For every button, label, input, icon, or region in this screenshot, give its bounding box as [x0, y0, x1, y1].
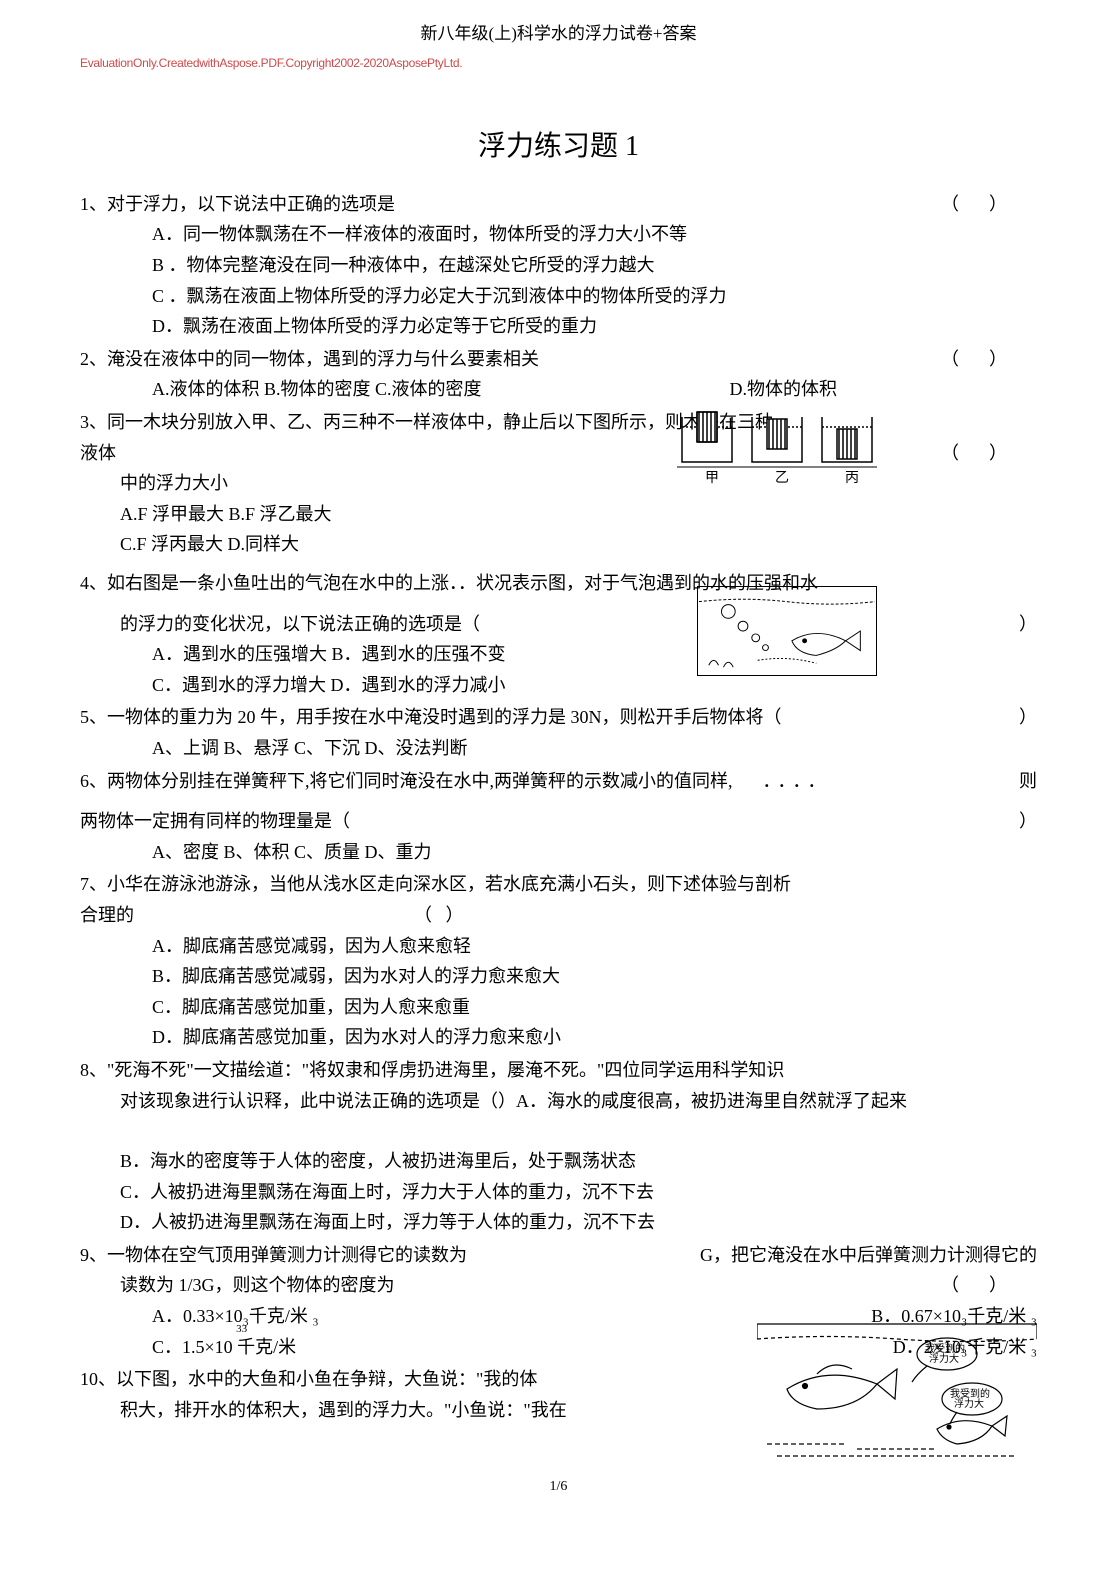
q6-stem2: 两物体一定拥有同样的物理量是（: [80, 806, 350, 837]
page-number: 1/6: [80, 1475, 1037, 1499]
question-1: 1、对于浮力，以下说法中正确的选项是 （） A．同一物体飘荡在不一样液体的液面时…: [80, 189, 1037, 342]
bubble2-text2: 浮力大: [954, 1397, 984, 1410]
answer-paren: ）: [1019, 702, 1037, 733]
two-fish-svg: 我受到的 浮力大 我受到的 浮力大: [757, 1314, 1037, 1464]
main-title: 浮力练习题 1: [80, 123, 1037, 171]
question-2: 2、淹没在液体中的同一物体，遇到的浮力与什么要素相关 （） A.液体的体积 B.…: [80, 344, 1037, 405]
question-10: 10、以下图，水中的大鱼和小鱼在争辩，大鱼说："我的体 积大，排开水的体积大，遇…: [80, 1364, 1037, 1425]
q6-opts: A、密度 B、体积 C、质量 D、重力: [80, 837, 1037, 868]
three-cups-figure: 甲 乙 丙: [677, 407, 877, 497]
q1-stem: 1、对于浮力，以下说法中正确的选项是: [80, 189, 921, 220]
question-8: 8、"死海不死"一文描绘道："将奴隶和俘虏扔进海里，屡淹不死。"四位同学运用科学…: [80, 1055, 1037, 1238]
two-fish-figure: 我受到的 浮力大 我受到的 浮力大: [757, 1314, 1037, 1474]
q2-opts-abc: A.液体的体积 B.物体的密度 C.液体的密度: [152, 374, 482, 405]
q4-stem2: 的浮力的变化状况，以下说法正确的选项是（: [80, 609, 480, 640]
fish-bubble-svg: [697, 586, 877, 676]
answer-paren: （）: [921, 1270, 1037, 1301]
q7-opt-b: B．脚底痛苦感觉减弱，因为水对人的浮力愈来愈大: [80, 961, 1037, 992]
question-7: 7、小华在游泳池游泳，当他从浅水区走向深水区，若水底充满小石头，则下述体验与剖析…: [80, 869, 1037, 1053]
cup-label-3: 丙: [845, 471, 859, 486]
answer-paren: （）: [921, 344, 1037, 375]
question-3: 3、同一木块分别放入甲、乙、丙三种不一样液体中，静止后以下图所示，则木块在三种 …: [80, 407, 1037, 560]
q9-stem1: 9、一物体在空气顶用弹簧测力计测得它的读数为: [80, 1240, 467, 1271]
q1-opt-c: C ．飘荡在液面上物体所受的浮力必定大于沉到液体中的物体所受的浮力: [152, 281, 1037, 312]
q1-opt-a: A．同一物体飘荡在不一样液体的液面时，物体所受的浮力大小不等: [152, 219, 1037, 250]
q3-stem2: 液体: [80, 438, 116, 469]
q8-stem2: 对该现象进行认识释，此中说法正确的选项是（）A．海水的咸度很高，被扔进海里自然就…: [80, 1086, 1037, 1117]
q3-stem1: 3、同一木块分别放入甲、乙、丙三种不一样液体中，静止后以下图所示，则木块在三种: [80, 407, 1037, 438]
question-6: 6、两物体分别挂在弹簧秤下,将它们同时淹没在水中,两弹簧秤的示数减小的值同样,．…: [80, 766, 1037, 868]
q7-stem1: 7、小华在游泳池游泳，当他从浅水区走向深水区，若水底充满小石头，则下述体验与剖析: [80, 869, 1037, 900]
q8-stem1: 8、"死海不死"一文描绘道："将奴隶和俘虏扔进海里，屡淹不死。"四位同学运用科学…: [80, 1055, 1037, 1086]
q3-opts-cd: C.F 浮丙最大 D.同样大: [80, 529, 1037, 560]
q8-opt-b: B．海水的密度等于人体的密度，人被扔进海里后，处于飘荡状态: [80, 1146, 1037, 1177]
q8-opt-c: C．人被扔进海里飘荡在海面上时，浮力大于人体的重力，沉不下去: [80, 1177, 1037, 1208]
three-cups-svg: 甲 乙 丙: [677, 407, 877, 487]
cup-label-2: 乙: [775, 470, 789, 486]
q4-opts-ab: A．遇到水的压强增大 B．遇到水的压强不变: [80, 639, 1037, 670]
watermark-text: EvaluationOnly.CreatedwithAspose.PDF.Cop…: [80, 53, 1037, 73]
fish-bubble-figure: [697, 586, 877, 686]
question-5: 5、一物体的重力为 20 牛，用手按在水中淹没时遇到的浮力是 30N，则松开手后…: [80, 702, 1037, 763]
q7-opt-d: D．脚底痛苦感觉加重，因为水对人的浮力愈来愈小: [80, 1022, 1037, 1053]
q2-stem: 2、淹没在液体中的同一物体，遇到的浮力与什么要素相关: [80, 344, 921, 375]
answer-paren: （）: [921, 189, 1037, 220]
q6-ze: 则: [1019, 766, 1037, 797]
q7-stem2: 合理的（ ）: [80, 900, 1037, 931]
question-4: 4、如右图是一条小鱼吐出的气泡在水中的上涨．．状况表示图，对于气泡遇到的水的压强…: [80, 568, 1037, 700]
bubble1-text2: 浮力大: [929, 1352, 959, 1365]
q5-opts: A、上调 B、悬浮 C、下沉 D、没法判断: [80, 733, 1037, 764]
answer-paren: ）: [1019, 609, 1037, 640]
q3-stem3: 中的浮力大小: [80, 468, 1037, 499]
q9-stem2: 读数为 1/3G，则这个物体的密度为: [80, 1270, 395, 1301]
q6-stem: 6、两物体分别挂在弹簧秤下,将它们同时淹没在水中,两弹簧秤的示数减小的值同样,．…: [80, 766, 832, 797]
doc-header: 新八年级(上)科学水的浮力试卷+答案: [80, 20, 1037, 49]
q9-stem1r: G，把它淹没在水中后弹簧测力计测得它的: [700, 1240, 1037, 1271]
q5-stem: 5、一物体的重力为 20 牛，用手按在水中淹没时遇到的浮力是 30N，则松开手后…: [80, 702, 782, 733]
q2-opt-d: D.物体的体积: [730, 374, 838, 405]
q9-opt-c: C．1.5×10 千克/米33: [152, 1332, 307, 1363]
q4-opts-cd: C．遇到水的浮力增大 D．遇到水的浮力减小: [80, 670, 1037, 701]
q3-opts-ab: A.F 浮甲最大 B.F 浮乙最大: [80, 499, 1037, 530]
q4-stem1: 4、如右图是一条小鱼吐出的气泡在水中的上涨．．状况表示图，对于气泡遇到的水的压强…: [80, 568, 1037, 599]
answer-paren: （）: [921, 438, 1037, 469]
q1-opt-b: B ．物体完整淹没在同一种液体中，在越深处它所受的浮力越大: [152, 250, 1037, 281]
q8-opt-d: D．人被扔进海里飘荡在海面上时，浮力等于人体的重力，沉不下去: [80, 1207, 1037, 1238]
q1-opt-d: D．飘荡在液面上物体所受的浮力必定等于它所受的重力: [152, 311, 1037, 342]
answer-paren: ）: [1019, 806, 1037, 837]
q7-opt-a: A．脚底痛苦感觉减弱，因为人愈来愈轻: [80, 931, 1037, 962]
q7-opt-c: C．脚底痛苦感觉加重，因为人愈来愈重: [80, 992, 1037, 1023]
cup-label-1: 甲: [705, 471, 719, 486]
